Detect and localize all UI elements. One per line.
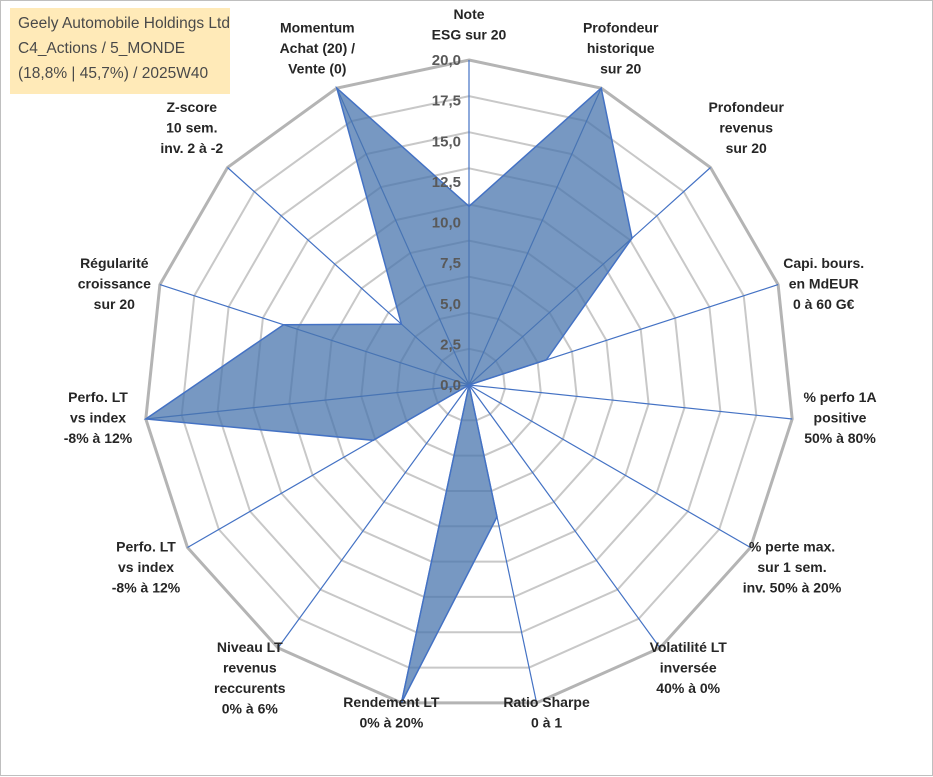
axis-label-line: Perfo. LT — [68, 389, 128, 405]
axis-label-line: Note — [453, 6, 484, 22]
tick-label: 17,5 — [432, 93, 461, 110]
axis-label-line: reccurents — [214, 680, 286, 696]
axis-label-line: Régularité — [80, 255, 149, 271]
tick-label: 10,0 — [432, 215, 461, 232]
tick-label: 2,5 — [440, 336, 461, 353]
axis-label-line: 40% à 0% — [656, 680, 720, 696]
axis-label: Profondeur revenus sur 20 — [708, 99, 784, 156]
chart-title-line-3: (18,8% | 45,7%) / 2025W40 — [18, 61, 224, 86]
axis-label-line: Capi. bours. — [783, 255, 864, 271]
axis-label-line: inversée — [660, 659, 717, 675]
axis-label-line: Achat (20) / — [280, 40, 356, 56]
axis-label-line: en MdEUR — [789, 275, 859, 291]
axis-label-line: 10 sem. — [166, 120, 217, 136]
axis-label-line: -8% à 12% — [112, 580, 181, 596]
axis-label-line: Perfo. LT — [116, 539, 176, 555]
axis-label-line: sur 20 — [726, 140, 767, 156]
axis-label-line: ESG sur 20 — [432, 27, 507, 43]
axis-label-line: Z-score — [167, 99, 218, 115]
axis-label: Perfo. LT vs index -8% à 12% — [64, 389, 133, 446]
axis-label: Volatilité LT inversée 40% à 0% — [650, 639, 728, 696]
axis-label-line: positive — [814, 410, 867, 426]
axis-label-line: 0% à 20% — [359, 714, 423, 730]
axis-label-line: Rendement LT — [343, 694, 440, 710]
axis-label-line: vs index — [118, 559, 174, 575]
axis-label-line: inv. 2 à -2 — [160, 140, 223, 156]
tick-label: 12,5 — [432, 174, 461, 191]
tick-label: 0,0 — [440, 377, 461, 394]
axis-label-line: Momentum — [280, 20, 355, 36]
axis-label: Z-score 10 sem. inv. 2 à -2 — [160, 99, 223, 156]
tick-label: 7,5 — [440, 255, 461, 272]
axis-label: Ratio Sharpe 0 à 1 — [503, 694, 590, 731]
chart-title-line-2: C4_Actions / 5_MONDE — [18, 36, 224, 61]
axis-label-line: % perfo 1A — [803, 389, 876, 405]
axis-label-line: croissance — [78, 275, 151, 291]
axis-label-line: Ratio Sharpe — [503, 694, 590, 710]
tick-label: 5,0 — [440, 296, 461, 313]
axis-label-line: 0% à 6% — [222, 700, 279, 716]
axis-label-line: % perte max. — [749, 539, 835, 555]
axis-label-line: revenus — [223, 659, 277, 675]
axis-label: % perte max. sur 1 sem. inv. 50% à 20% — [743, 539, 842, 596]
axis-label-line: Profondeur — [708, 99, 784, 115]
axis-label: Niveau LT revenus reccurents 0% à 6% — [214, 639, 286, 717]
axis-label-line: Vente (0) — [288, 61, 346, 77]
chart-title-box: Geely Automobile Holdings Ltd C4_Actions… — [10, 8, 230, 94]
axis-label-line: Profondeur — [583, 20, 659, 36]
tick-label: 20,0 — [432, 52, 461, 69]
axis-label: Profondeur historique sur 20 — [583, 20, 659, 77]
grid-spoke — [469, 385, 792, 419]
axis-label: Note ESG sur 20 — [432, 6, 507, 43]
axis-label: Rendement LT 0% à 20% — [343, 694, 440, 731]
axis-label-line: sur 20 — [94, 296, 135, 312]
axis-label-line: Volatilité LT — [650, 639, 728, 655]
axis-label-line: Niveau LT — [217, 639, 283, 655]
axis-label-line: inv. 50% à 20% — [743, 580, 842, 596]
axis-label-line: historique — [587, 40, 655, 56]
axis-label-line: sur 20 — [600, 61, 641, 77]
tick-label: 15,0 — [432, 133, 461, 150]
chart-title-line-1: Geely Automobile Holdings Ltd — [18, 11, 224, 36]
axis-label-line: 0 à 1 — [531, 714, 562, 730]
axis-label-line: vs index — [70, 410, 126, 426]
axis-label-line: -8% à 12% — [64, 430, 133, 446]
axis-label-line: 50% à 80% — [804, 430, 876, 446]
axis-label-line: 0 à 60 G€ — [793, 296, 855, 312]
axis-label-line: sur 1 sem. — [757, 559, 826, 575]
axis-label: Capi. bours. en MdEUR 0 à 60 G€ — [783, 255, 864, 312]
axis-label: % perfo 1A positive 50% à 80% — [803, 389, 876, 446]
axis-label: Perfo. LT vs index -8% à 12% — [112, 539, 181, 596]
axis-label: Momentum Achat (20) / Vente (0) — [280, 20, 356, 77]
axis-label-line: revenus — [719, 120, 773, 136]
axis-label: Régularité croissance sur 20 — [78, 255, 151, 312]
